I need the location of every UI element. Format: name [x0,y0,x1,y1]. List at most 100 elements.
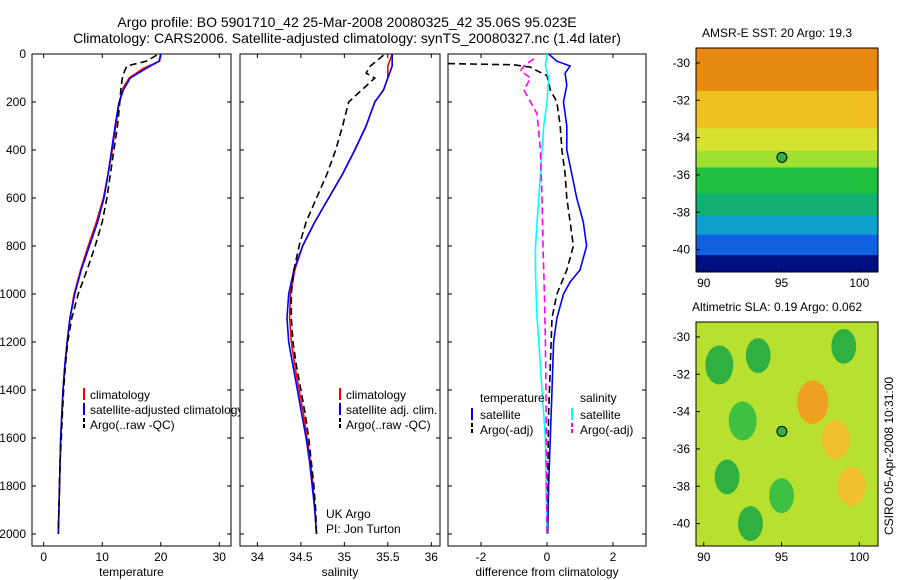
salinity-annotation: UK Argo [326,507,371,521]
sst_map-panel: 90 95 100 -30 -32 -34 -36 -38 -40 AMSR-E SST: 20 … [673,26,879,290]
sst_map-ytick-label: -38 [673,205,691,219]
temperature-ytick-label: 200 [6,95,26,109]
sla_map-anomaly-blob [797,380,829,425]
sst_map-xtick-label: 100 [849,276,869,290]
sst_map-axes-frame [695,47,879,273]
sst_map-band [696,167,878,195]
sst_map-xtick-label: 90 [697,276,711,290]
sst_map-ytick-label: -30 [673,56,691,70]
difference-series-group [448,54,588,535]
sla_map-anomaly-blob [831,328,857,364]
temperature-ytick-label: 0 [19,47,26,61]
difference-series-line [546,54,588,535]
sst_map-ytick-label: -36 [673,168,691,182]
temperature-ytick-label: 1600 [0,431,26,445]
sla_map-anomaly-blob [705,345,734,385]
temperature-ytick-label: 1000 [0,287,26,301]
salinity-series-line [290,54,385,535]
salinity-legend-label: climatology [346,388,406,402]
salinity-xlabel: salinity [322,565,359,579]
sst_map-image [696,48,878,272]
sla_map-ytick-label: -40 [673,517,691,531]
salinity-panel: 34 34.5 35 35.5 36 salinity climatologysatelli… [239,53,441,579]
sst_map-band [696,234,878,257]
sla_map-ytick-label: -32 [673,367,691,381]
sla_map-anomaly-blob [822,420,850,460]
sla_map-anomaly-blob [769,478,794,514]
charts-group: 0 10 20 30temperature0200400600800100012001… [0,26,879,579]
difference-series-line [448,62,575,534]
sla_map-anomaly-blob [837,466,866,506]
temperature-ytick-label: 1400 [0,383,26,397]
sst_map-band [696,90,878,130]
temperature-series-group [57,54,162,535]
sla_map-xtick-label: 100 [849,550,869,564]
sst_map-band [696,48,878,92]
sla_map-ytick-label: -38 [673,479,691,493]
sla_map-image [696,322,878,546]
sst_map-ytick-label: -32 [673,93,691,107]
sla_map-axes-frame [695,321,879,547]
difference-legend-label: Argo(-adj) [580,423,633,437]
temperature-legend-label: Argo(..raw -QC) [90,418,175,432]
difference-series-line [519,58,548,535]
salinity-xtick-label: 34 [251,550,265,564]
sla_map-argo-marker [776,425,788,437]
sst_map-band [696,216,878,236]
sst_map-band [696,193,878,217]
salinity-series-group [286,54,393,535]
sla_map-anomaly-blob [728,401,757,441]
sla_map-xtick-label: 90 [697,550,711,564]
sst_map-argo-marker [776,151,788,163]
difference-legend-title: salinity [580,391,617,405]
temperature-ytick-label: 1800 [0,479,26,493]
sst_map-ytick-label: -40 [673,243,691,257]
sla_map-ytick-label: -30 [673,330,691,344]
temperature-panel: 0 10 20 30 temperature 0 200 400 600 800 1000 1200 1… [0,47,243,579]
temperature-xtick-label: 0 [40,550,47,564]
difference-legend-title: temperature [480,391,545,405]
temperature-xtick-label: 10 [96,550,110,564]
temperature-ytick-label: 400 [6,143,26,157]
sla_map-ytick-label: -34 [673,405,691,419]
difference-xtick-label: 0 [544,550,551,564]
sla_map-anomaly-blob [714,459,740,495]
difference-legend-label: satellite [580,408,621,422]
figure-title-line2: Climatology: CARS2006. Satellite-adjuste… [73,30,621,46]
salinity-xtick-label: 35 [338,550,352,564]
figure-title-line1: Argo profile: BO 5901710_42 25-Mar-2008 … [117,14,576,30]
temperature-series-line [57,54,162,535]
difference-xlabel: difference from climatology [475,565,618,579]
temperature-ytick-label: 2000 [0,527,26,541]
salinity-xtick-label: 35.5 [376,550,400,564]
difference-legend-label: Argo(-adj) [480,423,533,437]
sst_map-band [696,150,878,169]
sla_map-ytick-label: -36 [673,442,691,456]
salinity-annotation: PI: Jon Turton [326,522,401,536]
temperature-xtick-label: 20 [154,550,168,564]
sla_map-title: Altimetric SLA: 0.19 Argo: 0.062 [692,300,862,314]
salinity-xtick-label: 36 [425,550,439,564]
sst_map-band [696,255,878,272]
sst_map-band [696,128,878,152]
sla_map-xtick-label: 95 [775,550,789,564]
temperature-legend-label: satellite-adjusted climatology [90,403,243,417]
salinity-legend-label: satellite adj. clim. [346,403,437,417]
temperature-axes-frame [31,53,232,547]
salinity-axes-frame [239,53,441,547]
difference-legend-label: satellite [480,408,521,422]
salinity-legend-label: Argo(..raw -QC) [346,418,431,432]
sla_map-anomaly-blob [738,506,763,542]
difference-xtick-label: -2 [476,550,487,564]
temperature-xlabel: temperature [99,565,164,579]
sla_map-anomaly-blob [745,338,771,374]
salinity-xtick-label: 34.5 [289,550,313,564]
csiro-stamp: CSIRO 05-Apr-2008 10:31:00 [882,377,896,535]
difference-series-line [534,54,550,535]
temperature-ytick-label: 1200 [0,335,26,349]
difference-xtick-label: 2 [610,550,617,564]
temperature-ytick-label: 800 [6,239,26,253]
sst_map-ytick-label: -34 [673,131,691,145]
